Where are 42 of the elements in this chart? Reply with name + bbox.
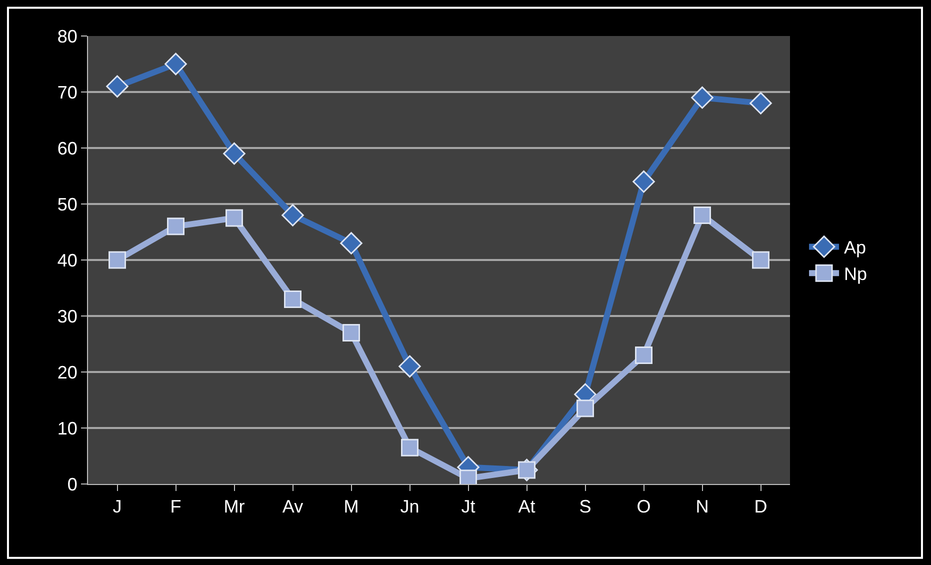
x-tick-label: S [579,496,592,517]
y-tick-label: 20 [57,362,78,382]
point [223,142,246,165]
y-tick-label: 0 [67,474,78,494]
point [284,290,302,308]
x-tick-label: J [112,496,122,517]
legend-label: Ap [844,238,866,258]
point [164,52,187,76]
y-tick-label: 60 [57,138,78,158]
x-tick-label: D [754,496,768,517]
y-tick-label: 80 [57,26,78,46]
point [106,75,128,98]
y-tick-label: 40 [57,250,78,270]
y-tick-label: 70 [57,82,78,102]
x-tick-label: M [344,496,359,517]
point [694,206,711,224]
x-tick-label: N [696,496,709,517]
point [398,355,421,378]
legend-label: Np [844,264,868,284]
point [750,92,772,114]
y-tick-label: 30 [57,306,78,326]
point [340,232,362,254]
x-tick-label: Mr [224,496,245,517]
x-tick-label: Av [282,496,304,517]
point [691,86,714,109]
x-tick-label: Jn [400,496,420,517]
y-tick-label: 10 [57,418,78,438]
point [342,324,360,342]
point [401,438,418,456]
point [576,400,594,418]
point [167,218,184,236]
point [752,251,770,269]
point [108,251,126,269]
x-tick-label: F [170,496,182,517]
point [635,346,652,364]
y-tick-label: 50 [57,194,78,214]
x-tick-label: O [636,496,651,517]
point [632,170,655,193]
x-tick-label: Jt [461,496,476,517]
point [226,209,243,227]
point [282,204,304,226]
x-tick-label: At [518,496,536,517]
